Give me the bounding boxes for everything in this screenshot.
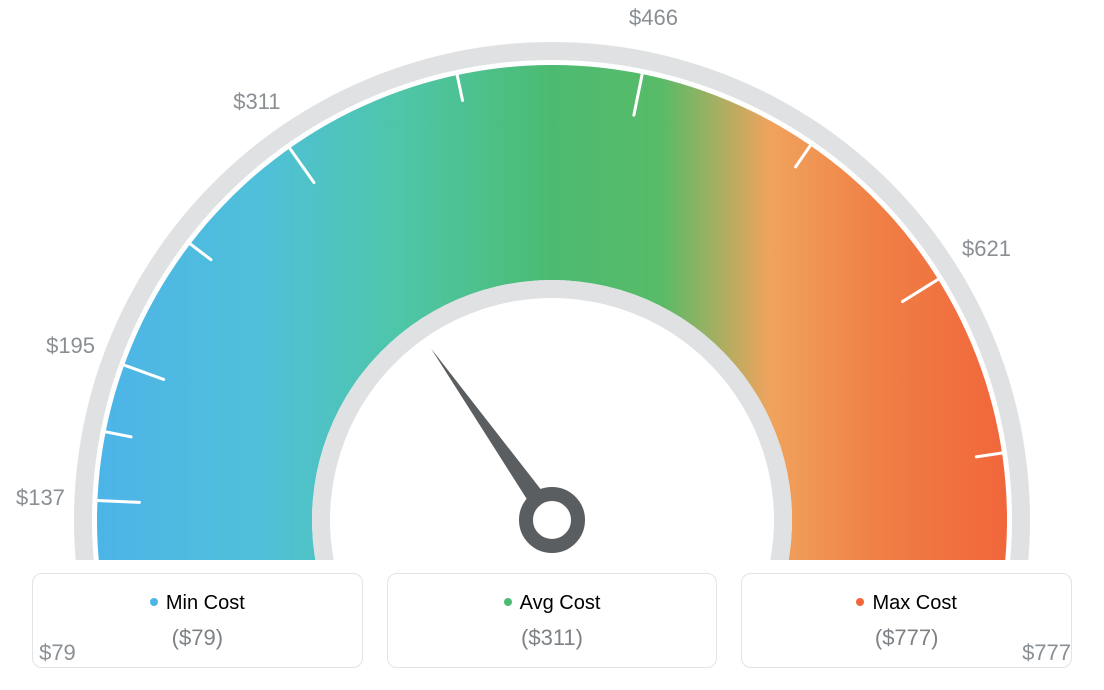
gauge-svg — [0, 0, 1104, 560]
cost-gauge-container: $79$137$195$311$466$621$777 Min Cost ($7… — [0, 0, 1104, 690]
legend-avg-title-text: Avg Cost — [520, 592, 601, 614]
gauge-tick-label: $466 — [629, 5, 678, 31]
legend-row: Min Cost ($79) Avg Cost ($311) Max Cost … — [0, 573, 1104, 668]
legend-max-dot — [856, 598, 864, 606]
gauge-chart: $79$137$195$311$466$621$777 — [0, 0, 1104, 560]
legend-max-value: ($777) — [752, 625, 1061, 651]
gauge-tick-label: $311 — [233, 89, 280, 115]
legend-min-dot — [150, 598, 158, 606]
legend-avg-dot — [504, 598, 512, 606]
legend-min-title-text: Min Cost — [166, 592, 245, 614]
legend-card-avg: Avg Cost ($311) — [387, 573, 718, 668]
legend-avg-title: Avg Cost — [398, 592, 707, 615]
legend-min-value: ($79) — [43, 625, 352, 651]
legend-min-title: Min Cost — [43, 592, 352, 615]
legend-avg-value: ($311) — [398, 625, 707, 651]
legend-card-max: Max Cost ($777) — [741, 573, 1072, 668]
legend-card-min: Min Cost ($79) — [32, 573, 363, 668]
legend-max-title-text: Max Cost — [872, 592, 956, 614]
gauge-tick-label: $137 — [16, 485, 65, 511]
gauge-tick-label: $195 — [46, 333, 95, 359]
legend-max-title: Max Cost — [752, 592, 1061, 615]
gauge-tick-label: $621 — [962, 236, 1011, 262]
